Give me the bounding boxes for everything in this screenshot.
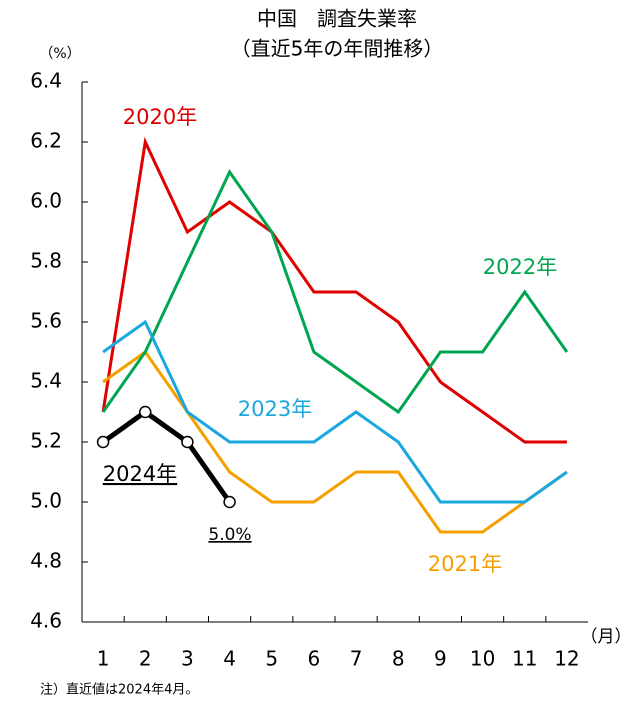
x-tick-label: 10: [470, 647, 495, 671]
y-axis-label: （%）: [39, 46, 80, 62]
y-tick-label: 6.2: [30, 129, 62, 153]
annotation: 5.0%: [208, 525, 251, 545]
series-label: 2023年: [238, 397, 312, 421]
x-axis-label: （月）: [581, 627, 627, 647]
x-tick-label: 8: [392, 647, 405, 671]
y-tick-label: 4.6: [30, 609, 62, 633]
y-tick-label: 6.0: [30, 189, 62, 213]
marker: [181, 435, 194, 449]
x-tick-label: 9: [434, 647, 447, 671]
series-label: 2021年: [428, 552, 502, 576]
series-line: [102, 319, 568, 504]
series-label: 2020年: [123, 105, 197, 129]
x-tick-label: 11: [512, 647, 537, 671]
marker: [96, 435, 110, 449]
marker: [223, 495, 236, 509]
y-tick-label: 5.6: [30, 309, 62, 333]
chart-title: 中国 調査失業率: [257, 7, 417, 31]
x-tick-label: 2: [139, 647, 152, 671]
y-tick-label: 6.4: [30, 69, 62, 93]
series-line: [102, 349, 568, 534]
x-tick-label: 7: [350, 647, 363, 671]
note: 注）直近値は2024年4月。: [40, 682, 198, 698]
y-tick-label: 5.8: [30, 249, 62, 273]
x-tick-label: 12: [554, 647, 579, 671]
series-label: 2022年: [483, 255, 557, 279]
y-tick-label: 5.2: [30, 429, 62, 453]
x-tick-label: 3: [181, 647, 194, 671]
x-tick-label: 5: [265, 647, 278, 671]
x-tick-label: 1: [97, 647, 110, 671]
series-line: [101, 136, 567, 444]
y-tick-label: 5.4: [30, 369, 62, 393]
x-tick-label: 4: [223, 647, 236, 671]
chart-subtitle: （直近5年の年間推移）: [231, 37, 444, 61]
y-tick-label: 5.0: [30, 489, 62, 513]
series-line: [101, 408, 232, 504]
x-tick-label: 6: [308, 647, 321, 671]
y-tick-label: 4.8: [30, 549, 62, 573]
series-line: [101, 169, 569, 415]
marker: [139, 405, 152, 419]
series-label: 2024年: [103, 462, 177, 486]
